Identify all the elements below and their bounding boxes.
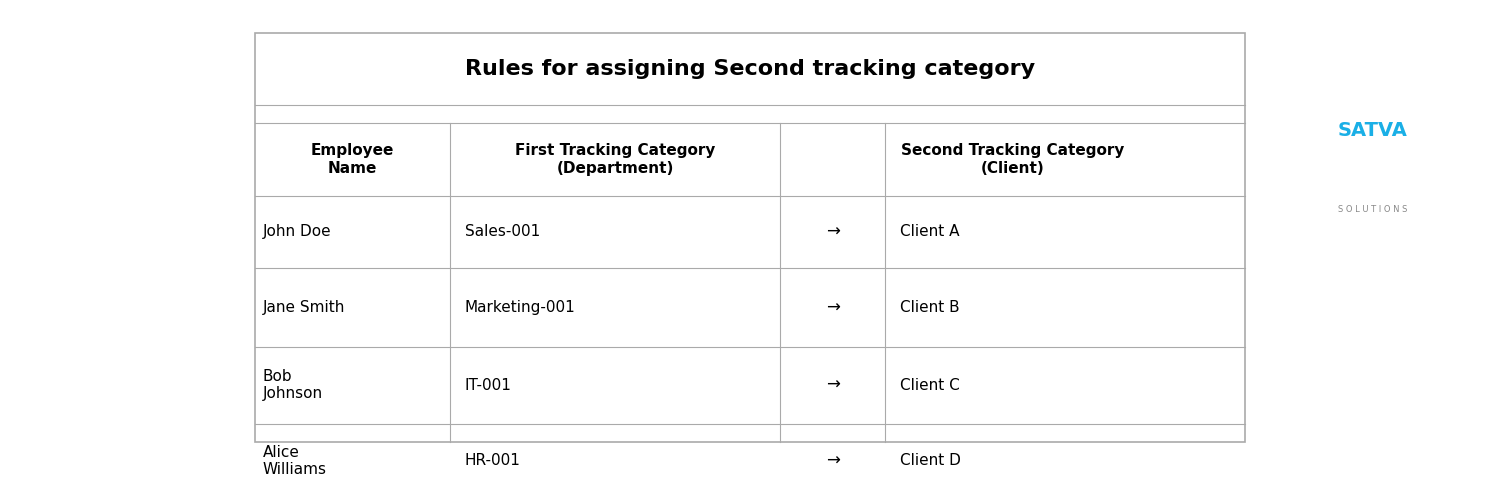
Text: Client A: Client A — [900, 224, 960, 239]
Text: S O L U T I O N S: S O L U T I O N S — [1338, 205, 1407, 214]
Text: →: → — [825, 452, 840, 470]
Text: IT-001: IT-001 — [465, 378, 512, 393]
Text: →: → — [825, 376, 840, 394]
Text: SATVA: SATVA — [1338, 121, 1407, 140]
Text: Employee
Name: Employee Name — [310, 143, 394, 175]
Text: Rules for assigning Second tracking category: Rules for assigning Second tracking cate… — [465, 59, 1035, 79]
Text: Marketing-001: Marketing-001 — [465, 300, 576, 315]
Text: Bob
Johnson: Bob Johnson — [262, 369, 322, 402]
Text: Client C: Client C — [900, 378, 960, 393]
Text: John Doe: John Doe — [262, 224, 332, 239]
Text: Client D: Client D — [900, 453, 962, 468]
Text: Jane Smith: Jane Smith — [262, 300, 345, 315]
Text: →: → — [825, 223, 840, 240]
Text: Sales-001: Sales-001 — [465, 224, 540, 239]
Text: →: → — [825, 298, 840, 316]
FancyBboxPatch shape — [255, 33, 1245, 442]
Text: Second Tracking Category
(Client): Second Tracking Category (Client) — [902, 143, 1124, 175]
Text: HR-001: HR-001 — [465, 453, 520, 468]
Text: Alice
Williams: Alice Williams — [262, 445, 327, 477]
Text: First Tracking Category
(Department): First Tracking Category (Department) — [514, 143, 715, 175]
Text: Client B: Client B — [900, 300, 960, 315]
